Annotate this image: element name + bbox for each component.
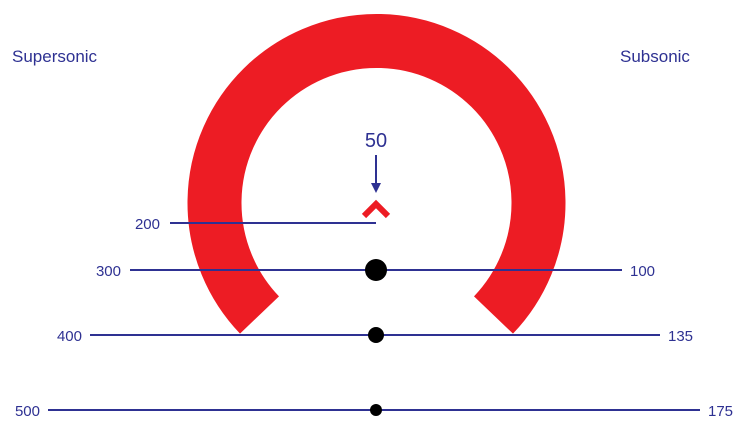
left-label-300: 300 [96,263,121,280]
dot-large [365,259,387,281]
left-label-200: 200 [135,216,160,233]
right-label-135: 135 [668,328,693,345]
marker-arrow-head [371,183,381,193]
left-label-400: 400 [57,328,82,345]
dot-medium [368,327,384,343]
speed-arc [187,13,566,334]
marker-value: 50 [365,130,387,152]
right-label-175: 175 [708,403,733,420]
chevron-icon [361,199,391,219]
right-label-100: 100 [630,263,655,280]
left-label-500: 500 [15,403,40,420]
supersonic-label: Supersonic [12,47,98,66]
dot-small [370,404,382,416]
subsonic-label: Subsonic [620,47,690,66]
